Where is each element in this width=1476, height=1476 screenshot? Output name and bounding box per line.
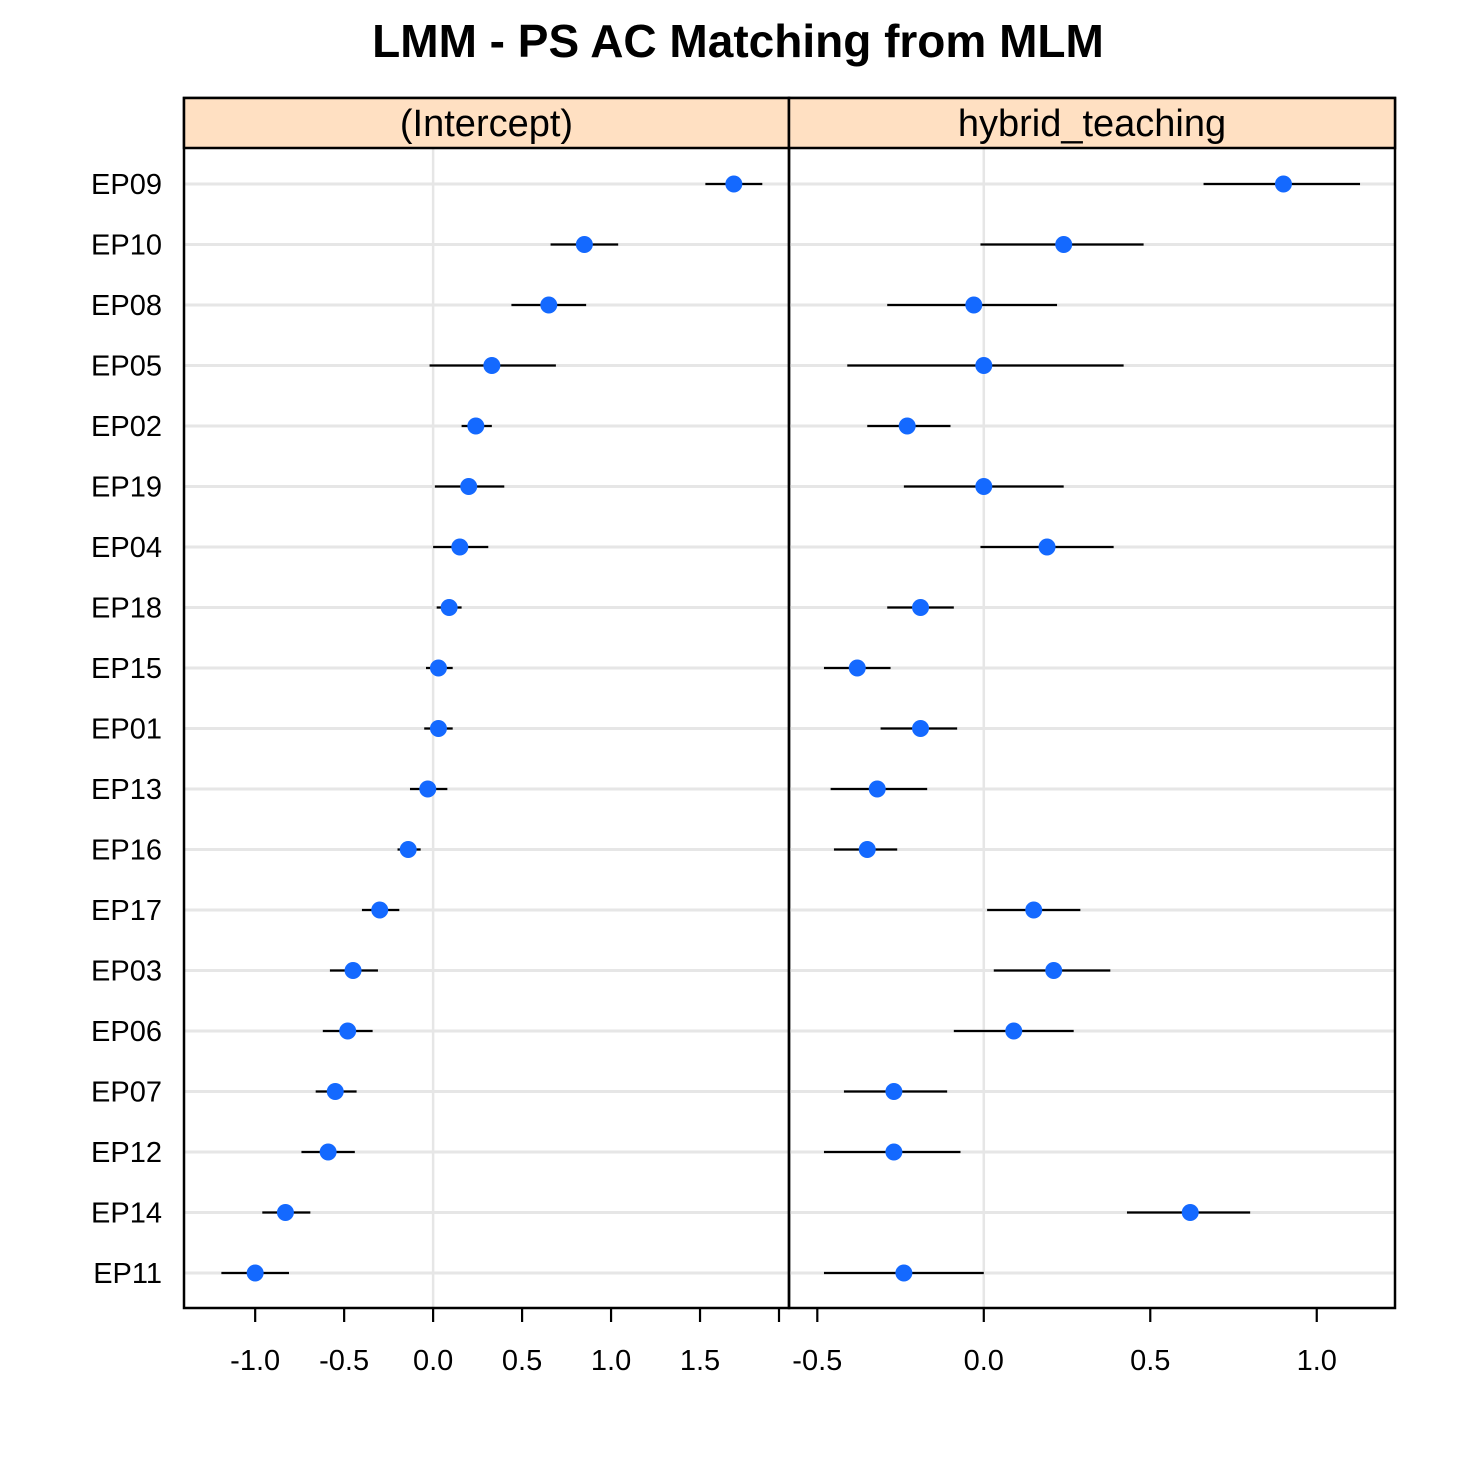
- estimate-point-ep02: [467, 417, 485, 435]
- row-label-ep02: EP02: [91, 411, 162, 443]
- strip-header: [182, 96, 791, 150]
- row-label-ep10: EP10: [91, 230, 162, 262]
- row-label-ep05: EP05: [91, 351, 162, 383]
- estimate-point-ep03: [1045, 962, 1063, 979]
- row-label-ep04: EP04: [91, 532, 162, 564]
- estimate-point-ep04: [451, 538, 469, 556]
- estimate-point-ep15: [848, 659, 866, 677]
- panel-1: (Intercept) -1.0 -0.5 0.0 0.5 1.0 1.5: [182, 96, 791, 1377]
- estimate-point-ep12: [319, 1143, 337, 1161]
- panel-2: hybrid_teaching -0.5 0.0 0.5 1.0: [787, 96, 1397, 1377]
- estimate-point-ep08: [540, 296, 558, 314]
- estimate-point-ep05: [483, 357, 501, 374]
- x-tick-label: 0.5: [1130, 1345, 1170, 1377]
- estimate-point-ep13: [868, 780, 886, 798]
- x-tick-label: -0.5: [319, 1345, 369, 1377]
- row-label-ep19: EP19: [91, 472, 162, 504]
- estimate-point-ep14: [276, 1204, 294, 1221]
- panel-frame: [182, 96, 791, 1310]
- estimate-point-ep04: [1038, 538, 1056, 556]
- estimate-point-ep11: [246, 1264, 264, 1282]
- chart-title: LMM - PS AC Matching from MLM: [372, 15, 1104, 67]
- strip-label: hybrid_teaching: [958, 103, 1226, 145]
- x-tick-label: 1.0: [1297, 1345, 1337, 1377]
- estimate-point-ep19: [975, 478, 993, 495]
- estimate-point-ep01: [912, 720, 930, 737]
- row-label-ep13: EP13: [91, 774, 162, 806]
- strip-label: (Intercept): [400, 103, 573, 145]
- estimate-point-ep11: [895, 1264, 913, 1282]
- estimate-point-ep14: [1181, 1204, 1199, 1221]
- estimate-point-ep10: [575, 236, 593, 253]
- estimate-point-ep06: [339, 1022, 357, 1040]
- x-tick-label: -0.5: [792, 1345, 842, 1377]
- estimate-point-ep17: [371, 901, 389, 919]
- estimate-point-ep15: [429, 659, 447, 677]
- estimate-point-ep16: [399, 841, 417, 858]
- strip-header: [787, 96, 1397, 150]
- row-label-ep14: EP14: [91, 1198, 162, 1230]
- estimate-point-ep18: [440, 599, 458, 616]
- estimate-point-ep10: [1055, 236, 1073, 253]
- estimate-point-ep08: [965, 296, 983, 314]
- x-tick-label: 0.0: [413, 1345, 453, 1377]
- estimate-point-ep03: [344, 962, 362, 979]
- row-label-ep03: EP03: [91, 956, 162, 988]
- x-tick-label: 0.5: [502, 1345, 542, 1377]
- estimate-point-ep06: [1005, 1022, 1023, 1040]
- row-label-ep18: EP18: [91, 593, 162, 625]
- estimate-point-ep07: [326, 1083, 344, 1100]
- estimate-point-ep05: [975, 357, 993, 374]
- estimate-point-ep19: [460, 478, 478, 495]
- estimate-point-ep09: [725, 175, 743, 193]
- estimate-point-ep07: [885, 1083, 903, 1100]
- row-label-ep09: EP09: [91, 169, 162, 201]
- x-tick-label: 0.0: [964, 1345, 1004, 1377]
- estimate-point-ep02: [898, 417, 916, 435]
- estimate-point-ep16: [858, 841, 876, 858]
- estimate-point-ep13: [419, 780, 437, 798]
- estimate-point-ep18: [912, 599, 930, 616]
- row-label-ep16: EP16: [91, 835, 162, 867]
- plot-layer: EP09 EP10 EP08 EP05 EP02 EP19 EP04 EP18 EP15 EP01…: [91, 96, 1397, 1377]
- estimate-point-ep17: [1025, 901, 1043, 919]
- x-tick-label: 1.0: [591, 1345, 631, 1377]
- x-tick-label: -1.0: [230, 1345, 280, 1377]
- estimate-point-ep01: [429, 720, 447, 737]
- panel-frame: [787, 96, 1397, 1310]
- estimate-point-ep12: [885, 1143, 903, 1161]
- row-label-ep17: EP17: [91, 895, 162, 927]
- row-label-ep07: EP07: [91, 1077, 162, 1109]
- row-label-ep01: EP01: [91, 714, 162, 746]
- row-label-ep15: EP15: [91, 653, 162, 685]
- row-label-ep08: EP08: [91, 290, 162, 322]
- row-label-ep11: EP11: [93, 1258, 162, 1290]
- row-label-ep12: EP12: [91, 1137, 162, 1169]
- row-label-ep06: EP06: [91, 1016, 162, 1048]
- x-tick-label: 1.5: [680, 1345, 720, 1377]
- estimate-point-ep09: [1274, 175, 1292, 193]
